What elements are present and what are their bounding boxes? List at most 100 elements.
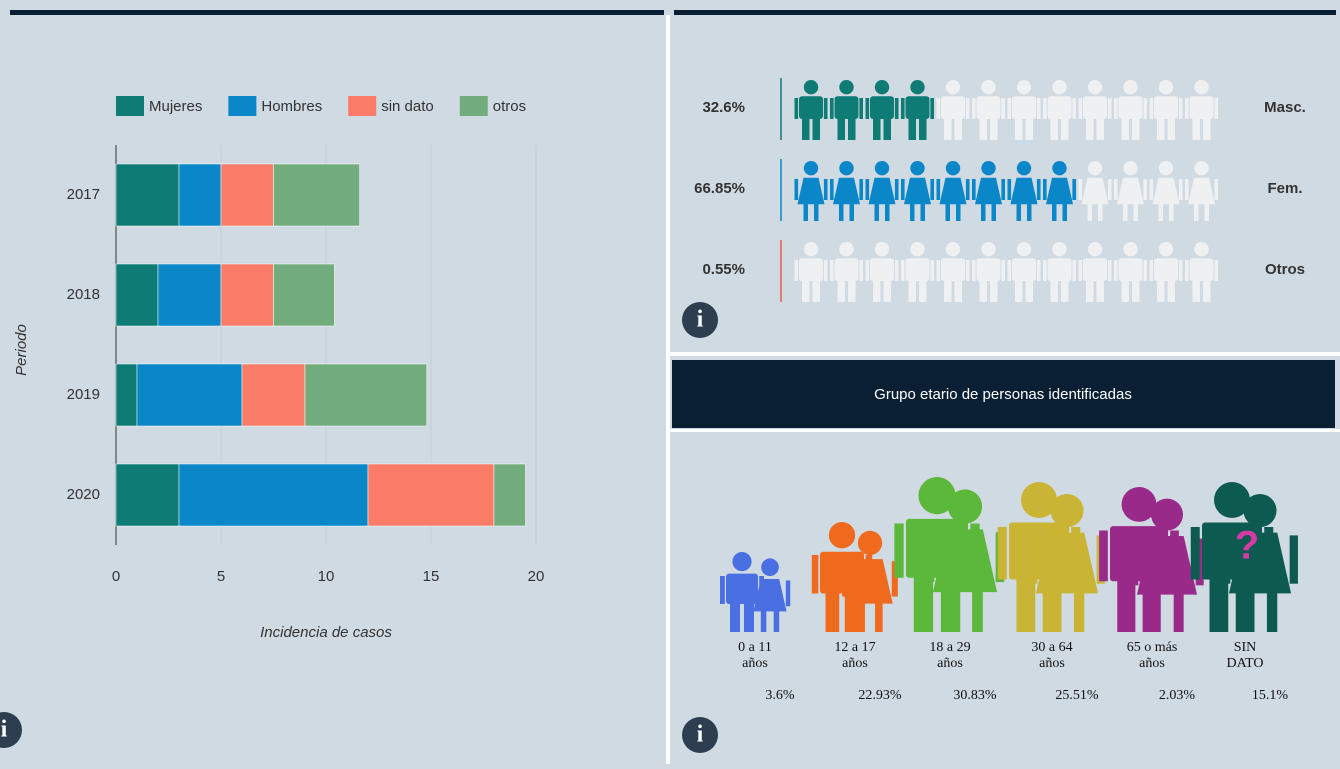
- info-button[interactable]: i: [0, 712, 22, 748]
- icon-arm: [720, 576, 725, 604]
- icon-arm: [1078, 98, 1083, 119]
- icon-leg: [908, 279, 916, 302]
- bar-segment: [273, 263, 335, 327]
- age-figure: [894, 477, 1005, 632]
- banner: [672, 360, 1335, 428]
- person-icon: [865, 80, 899, 140]
- legend-swatch: [228, 96, 257, 116]
- icon-head: [1194, 161, 1209, 176]
- bar-segment: [304, 363, 428, 427]
- icon-leg: [990, 117, 998, 140]
- icon-leg: [839, 203, 844, 221]
- icon-arm: [997, 527, 1007, 580]
- icon-body: [833, 177, 860, 205]
- person-icon: [1149, 242, 1183, 302]
- icon-leg: [883, 117, 891, 140]
- icon-arm: [865, 260, 870, 281]
- icon-leg: [1203, 279, 1211, 302]
- age-figure: ?: [1190, 482, 1298, 632]
- icon-arm: [894, 523, 904, 578]
- icon-arm: [936, 179, 941, 200]
- age-label: años: [937, 656, 963, 671]
- icon-arm: [859, 179, 863, 200]
- person-icon: [1114, 80, 1147, 140]
- person-icon: [1149, 80, 1183, 140]
- icon-body: [1118, 258, 1143, 281]
- icon-arm: [865, 179, 870, 200]
- icon-head: [1087, 80, 1103, 95]
- icon-arm: [1007, 98, 1012, 119]
- icon-leg: [1132, 117, 1140, 140]
- icon-arm: [1149, 98, 1154, 119]
- icon-body: [1154, 96, 1178, 119]
- icon-head: [828, 522, 856, 549]
- icon-arm: [972, 179, 976, 200]
- icon-leg: [857, 601, 865, 632]
- person-icon: [1185, 242, 1218, 302]
- icon-arm: [925, 532, 935, 583]
- icon-arm: [1001, 260, 1005, 281]
- icon-arm: [1029, 535, 1038, 584]
- icon-body: [1035, 532, 1099, 594]
- icon-head: [981, 80, 996, 95]
- icon-leg: [849, 203, 854, 221]
- person-icon: [936, 242, 970, 302]
- icon-arm: [1001, 98, 1005, 119]
- icon-body: [975, 177, 1002, 205]
- icon-leg: [760, 609, 767, 632]
- icon-head: [1087, 242, 1103, 257]
- icon-arm: [1043, 179, 1047, 200]
- info-button[interactable]: i: [682, 302, 718, 338]
- icon-arm: [894, 98, 899, 119]
- icon-leg: [990, 279, 998, 302]
- icon-head: [1052, 161, 1067, 176]
- row-label: Otros: [1265, 261, 1305, 278]
- info-button[interactable]: i: [682, 717, 718, 753]
- icon-leg: [1062, 203, 1067, 221]
- icon-leg: [848, 279, 856, 302]
- icon-body: [1083, 96, 1107, 119]
- person-icon: [1149, 161, 1183, 221]
- icon-leg: [1157, 117, 1165, 140]
- icon-head: [981, 161, 996, 176]
- icon-leg: [1025, 117, 1033, 140]
- icon-leg: [873, 279, 881, 302]
- icon-leg: [1061, 117, 1069, 140]
- separator: [670, 352, 1340, 356]
- icon-head: [874, 80, 890, 95]
- bar-segment: [115, 463, 180, 527]
- icon-body: [847, 559, 893, 604]
- icon-arm: [1222, 535, 1231, 584]
- icon-head: [1150, 498, 1184, 531]
- age-figure: [720, 552, 791, 632]
- icon-leg: [744, 601, 754, 632]
- icon-body: [905, 258, 930, 281]
- icon-leg: [1016, 575, 1036, 632]
- bar-segment: [220, 263, 274, 327]
- person-icon: [972, 80, 1005, 140]
- icon-leg: [1117, 576, 1136, 632]
- icon-leg: [837, 117, 845, 140]
- icon-body: [939, 177, 967, 205]
- icon-leg: [956, 203, 961, 221]
- icon-leg: [1096, 117, 1104, 140]
- icon-body: [1189, 258, 1214, 281]
- icon-arm: [1099, 530, 1108, 582]
- icon-arm: [1107, 179, 1112, 200]
- icon-head: [732, 552, 752, 572]
- age-percent: 2.03%: [1159, 688, 1196, 703]
- icon-leg: [802, 117, 810, 140]
- bar-segment: [178, 463, 369, 527]
- x-tick-label: 0: [112, 568, 120, 585]
- separator: [670, 429, 1340, 432]
- bar-segment: [157, 263, 222, 327]
- icon-arm: [965, 260, 970, 281]
- top-bar: [674, 10, 1336, 15]
- icon-leg: [1204, 203, 1209, 221]
- icon-body: [932, 529, 998, 593]
- icon-leg: [1169, 203, 1174, 221]
- icon-arm: [1178, 179, 1183, 200]
- icon-head: [874, 161, 890, 176]
- icon-head: [839, 80, 854, 95]
